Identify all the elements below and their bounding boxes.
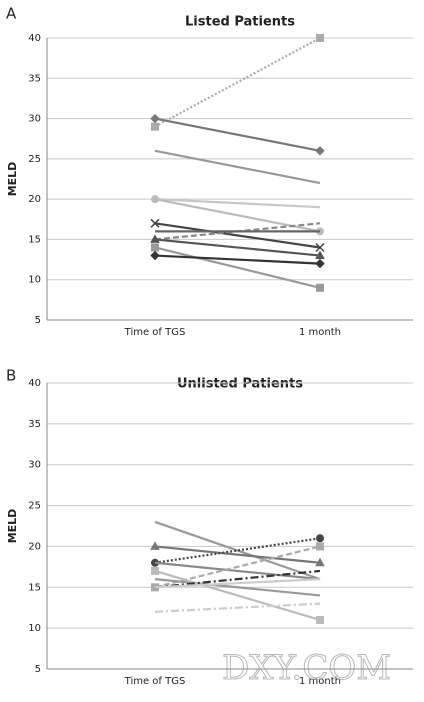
series-line — [154, 569, 321, 589]
series-line — [154, 238, 321, 257]
marker — [151, 243, 159, 252]
series-line — [154, 578, 321, 597]
x-tick-label: Time of TGS — [124, 676, 186, 687]
series-line — [154, 246, 321, 289]
marker — [151, 195, 159, 204]
series-line — [154, 520, 321, 581]
series-line — [154, 149, 321, 185]
series-line — [154, 545, 321, 564]
y-tick-label: 40 — [28, 33, 41, 44]
marker — [315, 250, 325, 260]
marker — [151, 122, 159, 131]
y-tick-label: 15 — [28, 582, 41, 593]
y-tick-label: 15 — [28, 234, 41, 245]
y-tick-label: 35 — [28, 419, 41, 430]
y-tick-label: 25 — [28, 154, 41, 165]
chart-title: Unlisted Patients — [177, 377, 303, 392]
series-line — [154, 254, 321, 265]
panel-label: A — [6, 5, 17, 23]
y-tick-label: 25 — [28, 501, 41, 512]
x-tick-label: 1 month — [299, 676, 341, 687]
y-tick-label: 20 — [28, 194, 41, 205]
series-line — [154, 545, 321, 589]
panel-label: B — [6, 367, 16, 385]
marker — [315, 557, 325, 567]
y-tick-label: 30 — [28, 114, 41, 125]
y-tick-label: 10 — [28, 623, 41, 634]
watermark: DXY.COM — [222, 648, 391, 688]
y-tick-label: 10 — [28, 275, 41, 286]
x-tick-label: Time of TGS — [124, 327, 186, 338]
marker — [316, 283, 324, 292]
y-axis-title: MELD — [6, 509, 19, 544]
marker — [150, 250, 160, 261]
series-line — [154, 222, 321, 249]
marker — [316, 534, 324, 543]
marker — [316, 615, 324, 624]
y-tick-label: 35 — [28, 73, 41, 84]
series-line — [154, 602, 321, 613]
series-line — [154, 117, 321, 152]
marker — [315, 258, 325, 269]
marker — [316, 542, 324, 551]
marker — [150, 113, 160, 124]
chart-title: Listed Patients — [185, 15, 295, 30]
marker — [150, 218, 160, 228]
marker — [316, 34, 324, 42]
marker — [315, 146, 325, 156]
y-tick-label: 5 — [35, 315, 41, 326]
y-tick-label: 5 — [35, 664, 41, 675]
y-tick-label: 30 — [28, 460, 41, 471]
series-line — [154, 569, 321, 622]
y-tick-label: 40 — [28, 378, 41, 389]
series-line — [154, 198, 321, 209]
series-line — [154, 578, 321, 589]
marker — [315, 242, 325, 253]
series-line — [154, 37, 321, 128]
y-axis-title: MELD — [6, 162, 19, 197]
series-line — [154, 561, 321, 581]
marker — [150, 541, 160, 550]
x-tick-label: 1 month — [299, 327, 341, 338]
marker — [150, 234, 160, 243]
marker — [151, 566, 159, 575]
y-tick-label: 20 — [28, 541, 41, 552]
